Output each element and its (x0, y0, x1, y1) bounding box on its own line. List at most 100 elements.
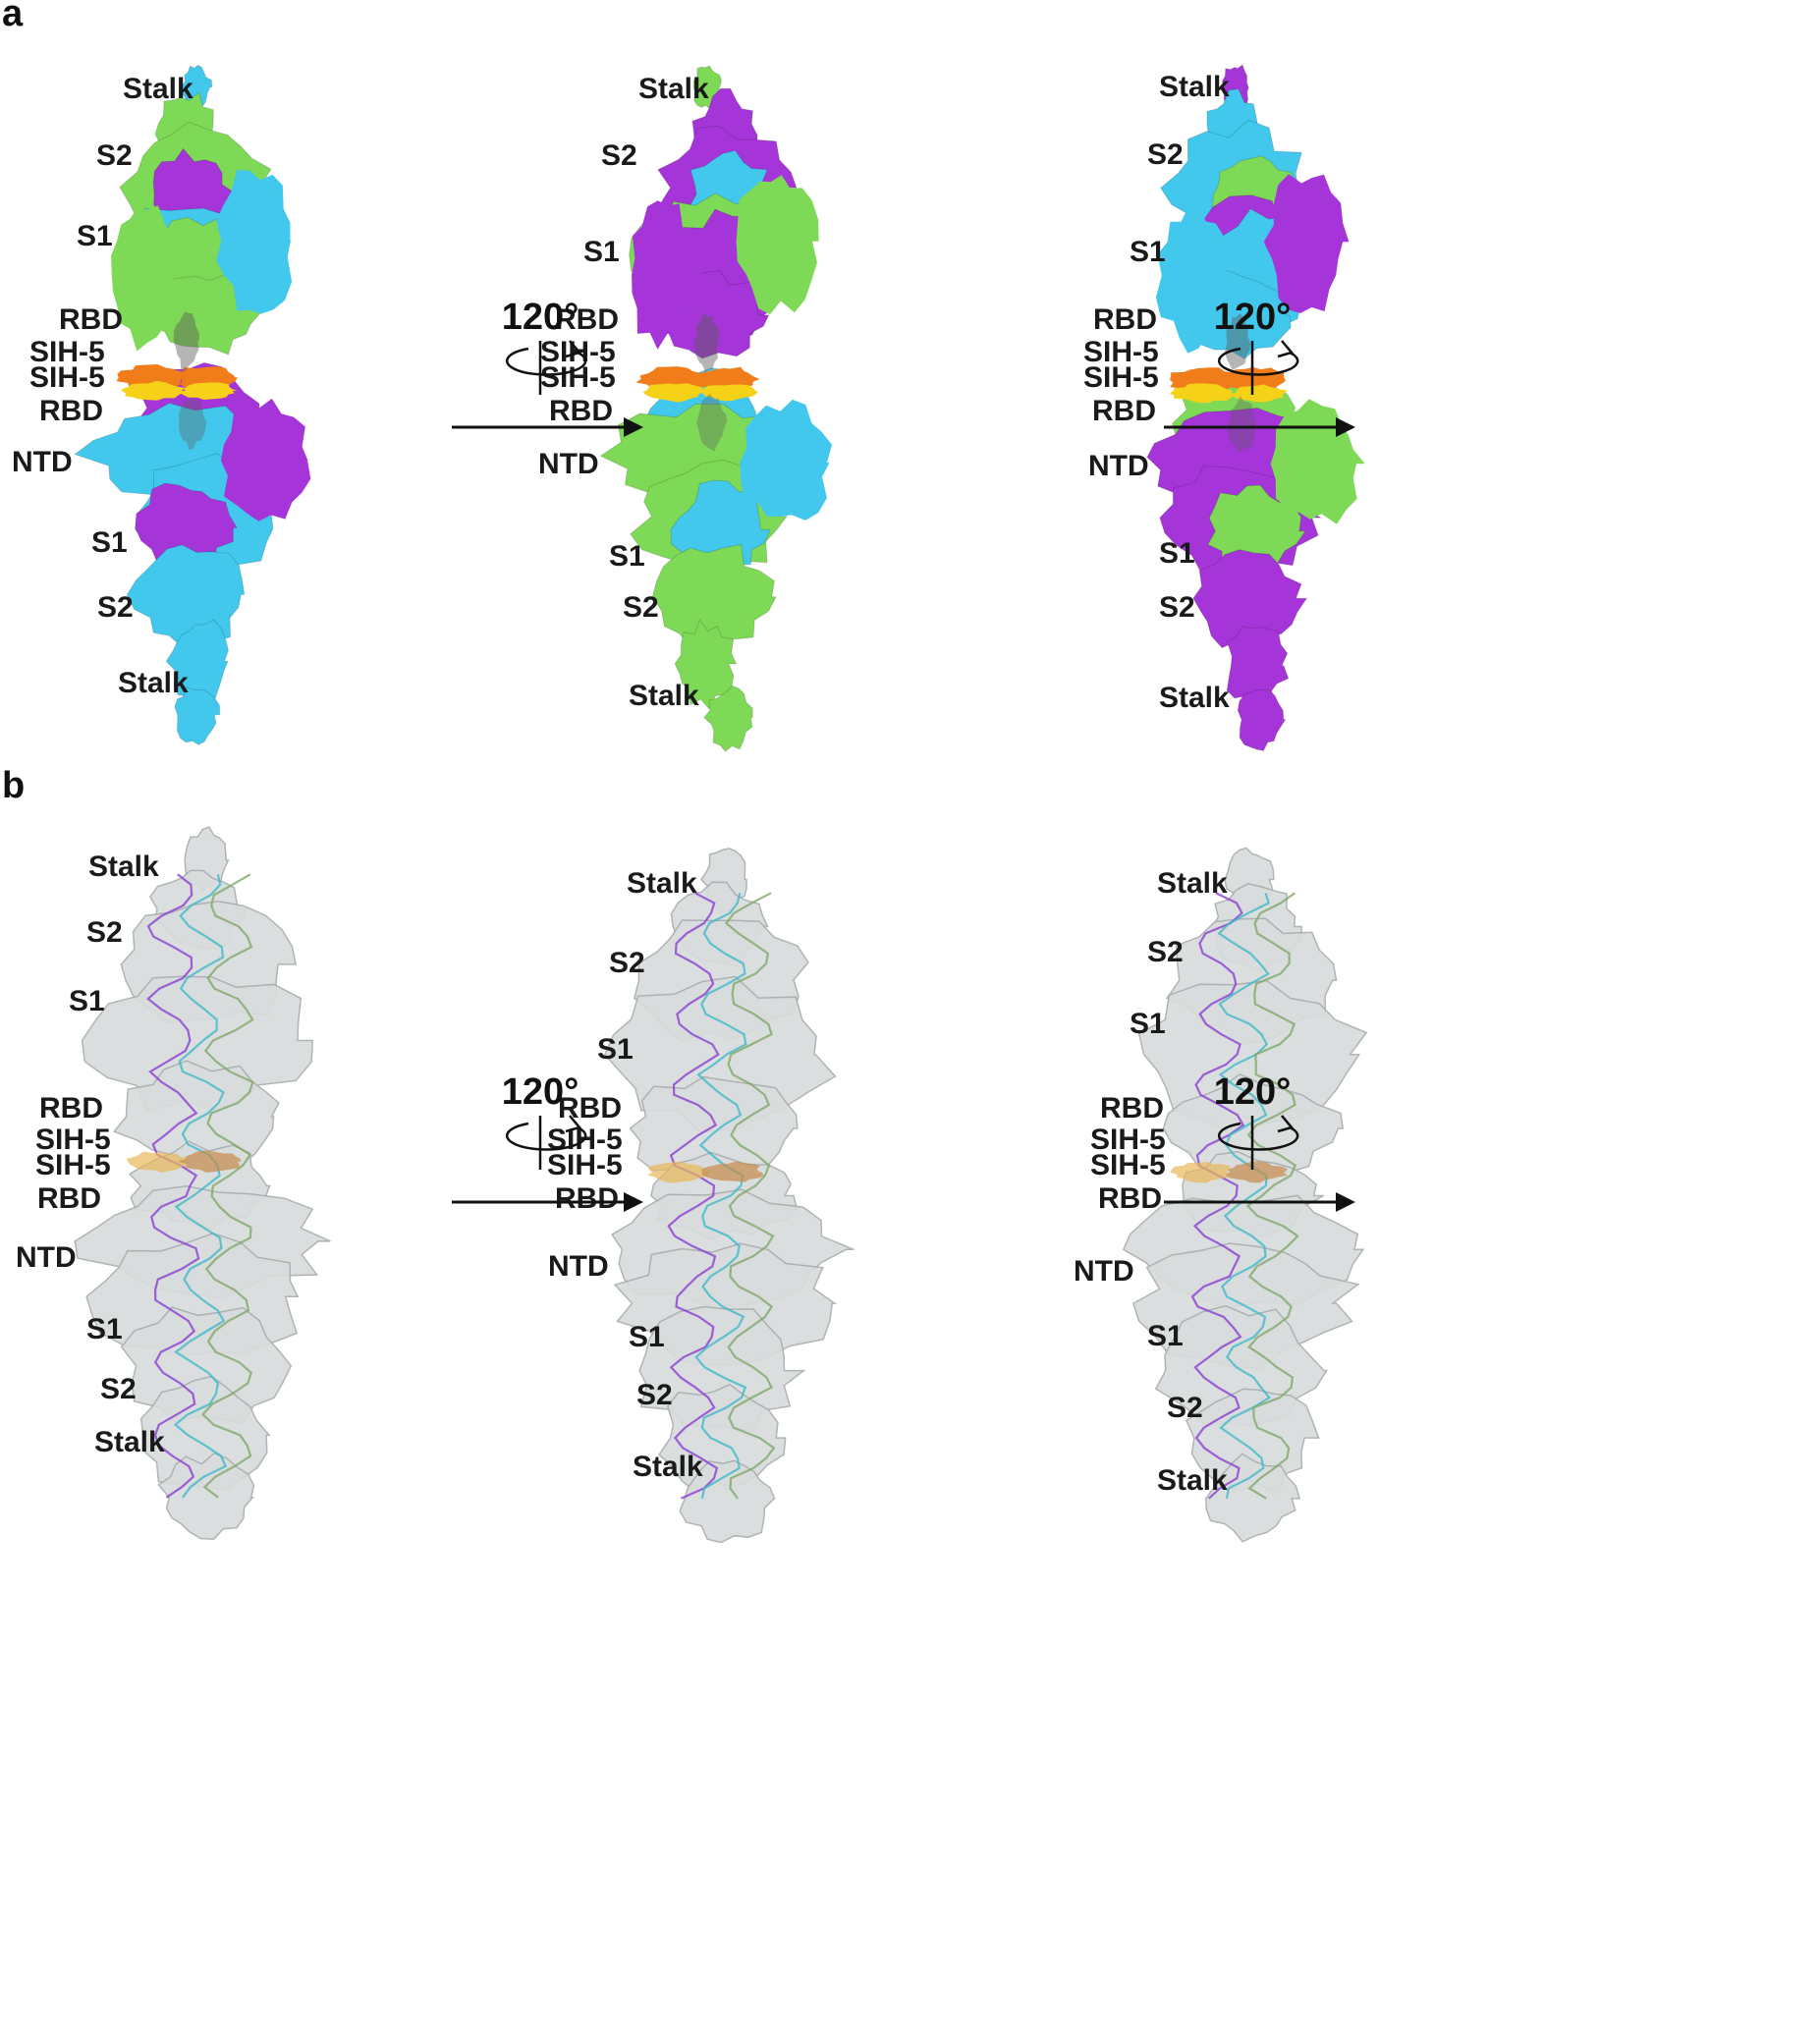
density-blob (111, 205, 180, 352)
label-stalk-top: Stalk (627, 867, 697, 900)
rotation-angle-label: 120° (1214, 1071, 1292, 1113)
label-s2-top: S2 (1147, 936, 1184, 968)
label-s2-top: S2 (609, 947, 645, 979)
ribbon-trace (1190, 892, 1245, 1500)
label-s2-top: S2 (1147, 138, 1184, 171)
density-blob (1263, 174, 1350, 313)
sih5-density (642, 383, 708, 403)
label-ntd: NTD (12, 446, 73, 478)
label-sih5-b: SIH-5 (1083, 361, 1159, 394)
view-arrowhead (1336, 417, 1355, 437)
label-s2-top: S2 (86, 916, 123, 949)
label-sih5-b: SIH-5 (1090, 1149, 1166, 1181)
label-rbd-bottom: RBD (549, 395, 613, 427)
label-ntd: NTD (1074, 1255, 1134, 1288)
density-blob (221, 398, 311, 521)
label-stalk-bottom: Stalk (633, 1451, 703, 1483)
density-blob (174, 685, 221, 745)
panel-label-b: b (2, 765, 25, 806)
sih5-density (701, 1161, 764, 1182)
label-s2-bottom: S2 (97, 591, 134, 624)
label-ntd: NTD (1088, 450, 1149, 482)
label-stalk-bottom: Stalk (1157, 1464, 1228, 1497)
label-s1-top: S1 (1130, 236, 1166, 268)
panel-b: bStalkS2S1RBDSIH-5SIH-5RBDNTDS1S2StalkSt… (2, 765, 1368, 1544)
sih5-density (126, 1151, 189, 1174)
ribbon-trace (201, 873, 254, 1499)
density-blob (1270, 399, 1365, 524)
label-sih5-b: SIH-5 (547, 1149, 623, 1181)
label-rbd-top: RBD (558, 1092, 622, 1124)
label-stalk-top: Stalk (88, 850, 159, 883)
label-s1-top: S1 (77, 220, 113, 252)
rotation-angle-label: 120° (1214, 297, 1292, 338)
sih5-density (121, 380, 188, 401)
label-ntd: NTD (548, 1250, 609, 1283)
label-rbd-top: RBD (1093, 303, 1157, 336)
rotation-arrowhead (1277, 1115, 1295, 1133)
label-rbd-bottom: RBD (1092, 395, 1156, 427)
label-s1-top: S1 (583, 236, 620, 268)
label-stalk-bottom: Stalk (94, 1426, 165, 1458)
label-s2-top: S2 (96, 139, 133, 172)
density-cavity (696, 393, 728, 452)
density-blob (736, 175, 819, 315)
label-s2-bottom: S2 (1167, 1392, 1203, 1424)
ribbon-trace (1217, 892, 1271, 1499)
sih5-density (1225, 1161, 1288, 1183)
sih5-density (1230, 384, 1289, 403)
label-stalk-top: Stalk (638, 73, 709, 105)
label-sih5-a: SIH-5 (1083, 336, 1159, 368)
sih5-density (116, 364, 190, 390)
rotation-arrowhead (565, 1115, 582, 1133)
sih5-density (177, 1150, 242, 1174)
label-s1-bottom: S1 (91, 526, 128, 559)
panel-a: aStalkS2S1RBDSIH-5SIH-5RBDNTDS1S2StalkSt… (2, 0, 1365, 752)
label-rbd-top: RBD (555, 303, 619, 336)
rotation-angle-label: 120° (502, 1071, 579, 1113)
density-cavity (1225, 313, 1251, 370)
density-cavity (173, 311, 199, 372)
density-blob (740, 399, 832, 521)
label-sih5-a: SIH-5 (35, 1124, 111, 1156)
rotation-arrowhead (565, 340, 582, 358)
density-blob (216, 169, 293, 314)
panel-label-a: a (2, 0, 24, 34)
label-sih5-b: SIH-5 (540, 361, 616, 394)
view-arrowhead (624, 1192, 643, 1212)
density-cavity (179, 398, 207, 451)
label-rbd-top: RBD (1100, 1092, 1164, 1124)
rotation-arc (1217, 1122, 1299, 1151)
view-arrowhead (1336, 1192, 1355, 1212)
label-ntd: NTD (538, 448, 599, 480)
ribbon-trace (725, 892, 776, 1500)
label-stalk-top: Stalk (123, 73, 193, 105)
sih5-density (1170, 1161, 1230, 1183)
label-sih5-b: SIH-5 (35, 1149, 111, 1181)
label-rbd-bottom: RBD (39, 395, 103, 427)
sih5-density (180, 382, 238, 400)
density-blob (674, 619, 738, 711)
ribbon-trace (146, 873, 200, 1499)
sih5-density (647, 1162, 710, 1183)
label-stalk-bottom: Stalk (118, 667, 189, 699)
rotation-arc (505, 347, 587, 376)
ribbon-trace (173, 874, 228, 1499)
ribbon-trace (667, 892, 720, 1500)
view-arrowhead (624, 417, 643, 437)
density-cavity (1227, 395, 1258, 453)
density-map-blob (157, 1452, 255, 1540)
density-blob (632, 200, 703, 350)
label-stalk-top: Stalk (1159, 71, 1230, 103)
label-s1-top: S1 (69, 985, 105, 1017)
sih5-density (1169, 383, 1238, 404)
density-blob (703, 685, 753, 752)
density-map-blob (1205, 1453, 1301, 1543)
density-map-blob (679, 1459, 776, 1544)
label-rbd-top: RBD (59, 303, 123, 336)
label-sih5-a: SIH-5 (1090, 1124, 1166, 1156)
label-s2-bottom: S2 (100, 1373, 137, 1405)
